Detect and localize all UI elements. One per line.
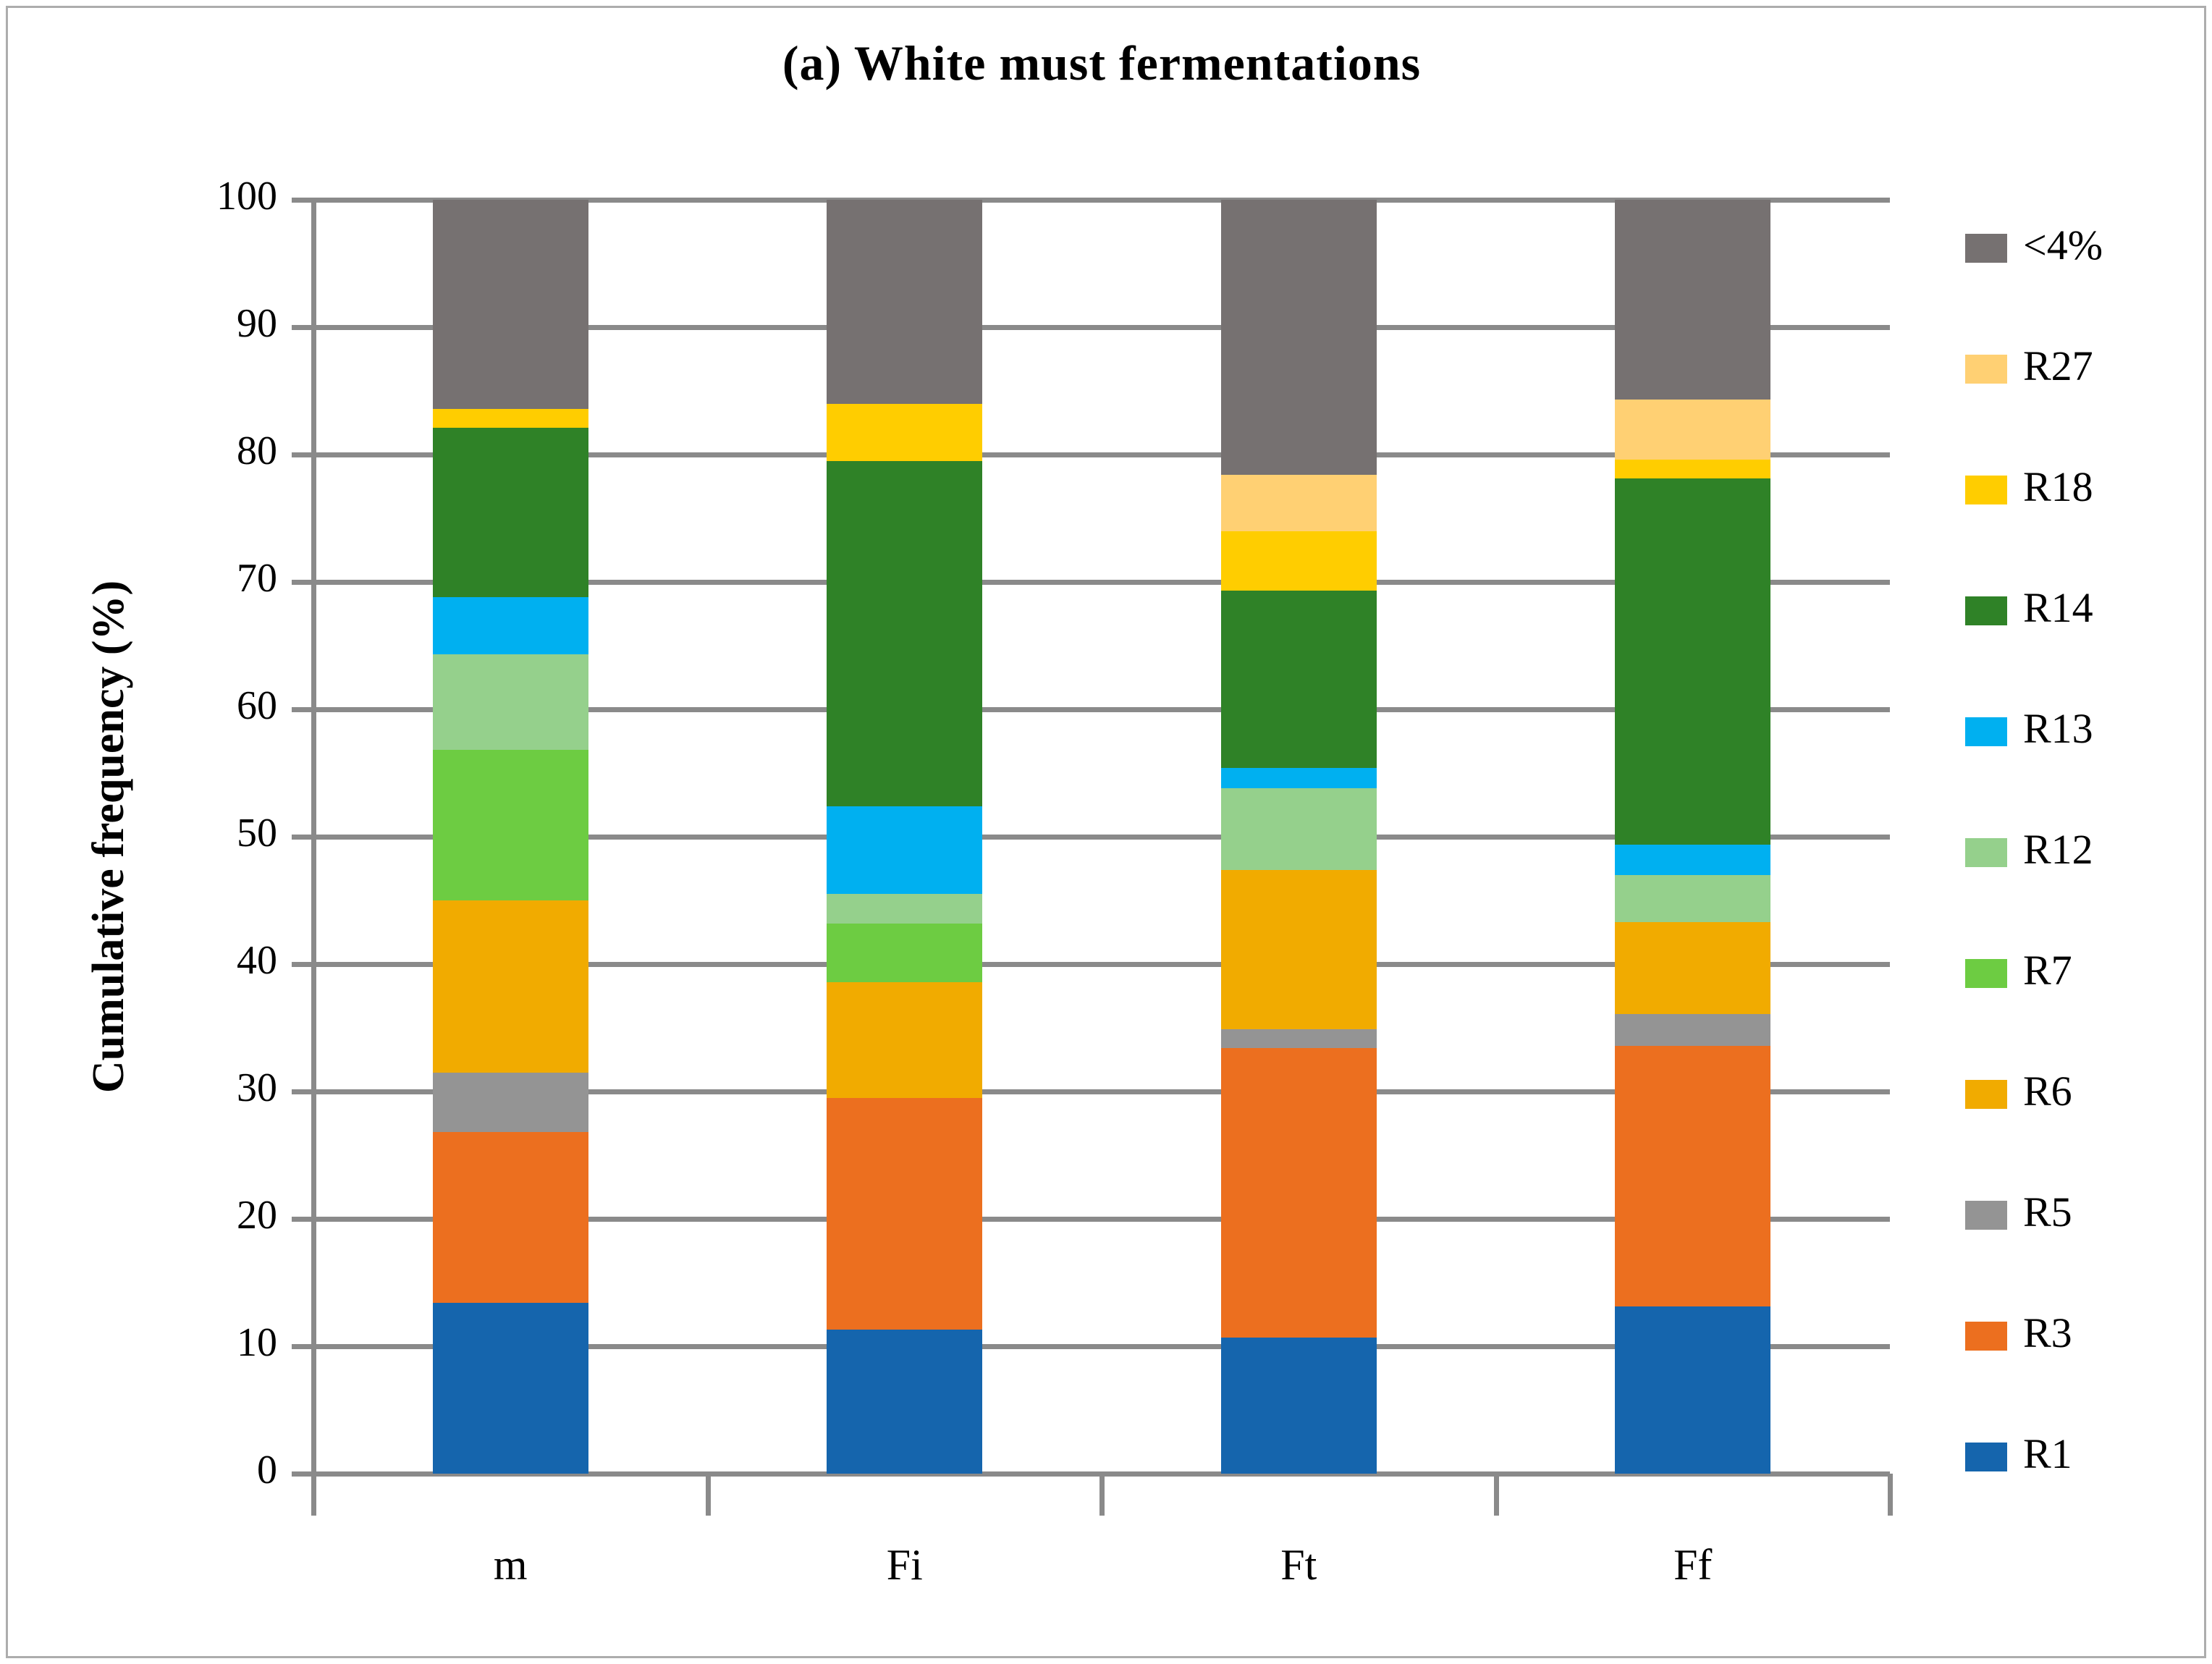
legend-label-R5: R5 — [2023, 1188, 2072, 1236]
gridline-30 — [292, 1089, 1890, 1094]
bar-segment-R14-Fi — [827, 460, 983, 806]
gridline-40 — [292, 962, 1890, 967]
y-tick-label-30: 30 — [237, 1065, 277, 1110]
bar-segment-R3-Fi — [827, 1097, 983, 1330]
legend-label-R3: R3 — [2023, 1309, 2072, 1356]
legend-swatch-R13 — [1965, 717, 2007, 746]
legend-label-R13: R13 — [2023, 705, 2093, 752]
bar-segment-R13-Ff — [1615, 844, 1771, 875]
legend-label-R6: R6 — [2023, 1068, 2072, 1115]
bar-segment-<4%-m — [432, 200, 588, 409]
legend-label-R14: R14 — [2023, 584, 2093, 631]
bar-segment-R5-Ff — [1615, 1013, 1771, 1046]
bar-segment-R18-Ft — [1220, 531, 1377, 591]
gridline-80 — [292, 452, 1890, 457]
bar-segment-R12-Ft — [1220, 788, 1377, 870]
bar-segment-R3-m — [432, 1132, 588, 1304]
legend-label-R27: R27 — [2023, 342, 2093, 389]
bar-segment-R18-m — [432, 408, 588, 428]
y-tick-label-100: 100 — [216, 174, 277, 219]
bar-segment-R1-Ft — [1220, 1337, 1377, 1474]
bar-segment-R3-Ff — [1615, 1045, 1771, 1307]
y-tick-label-10: 10 — [237, 1320, 277, 1365]
y-tick-label-60: 60 — [237, 683, 277, 728]
legend-swatch-<4% — [1965, 234, 2007, 263]
bar-segment-<4%-Fi — [827, 200, 983, 404]
legend-label-R1: R1 — [2023, 1430, 2072, 1477]
bar-segment-R1-Fi — [827, 1330, 983, 1474]
bar-segment-R7-m — [432, 750, 588, 900]
bar-segment-R27-Ft — [1220, 475, 1377, 531]
x-category-label-Ft: Ft — [1280, 1541, 1317, 1589]
legend-swatch-R12 — [1965, 838, 2007, 867]
bar-segment-R18-Ff — [1615, 460, 1771, 479]
gridline-70 — [292, 580, 1890, 585]
y-tick-label-50: 50 — [237, 811, 277, 856]
bar-segment-R5-Ft — [1220, 1029, 1377, 1049]
legend-swatch-R5 — [1965, 1201, 2007, 1230]
y-tick-label-40: 40 — [237, 938, 277, 983]
bar-segment-<4%-Ff — [1615, 200, 1771, 400]
gridline-60 — [292, 707, 1890, 712]
legend-label-<4%: <4% — [2023, 221, 2103, 269]
gridline-50 — [292, 835, 1890, 840]
legend-label-R12: R12 — [2023, 826, 2093, 873]
legend-swatch-R6 — [1965, 1080, 2007, 1109]
legend-label-R7: R7 — [2023, 947, 2072, 994]
bar-segment-R18-Fi — [827, 403, 983, 461]
bar-segment-R13-Fi — [827, 806, 983, 895]
y-tick-label-70: 70 — [237, 556, 277, 601]
bar-segment-R14-Ff — [1615, 478, 1771, 845]
bar-segment-R13-m — [432, 597, 588, 655]
x-axis-tick-2 — [1099, 1474, 1105, 1516]
bar-segment-R14-Ft — [1220, 591, 1377, 768]
y-axis-line — [311, 200, 316, 1481]
bar-segment-R6-Fi — [827, 981, 983, 1098]
y-tick-label-20: 20 — [237, 1193, 277, 1238]
bar-segment-R6-Ft — [1220, 869, 1377, 1029]
bar-segment-R12-Fi — [827, 894, 983, 924]
chart-title: (a) White must fermentations — [782, 35, 1422, 90]
x-category-label-Fi: Fi — [886, 1541, 923, 1589]
gridline-10 — [292, 1344, 1890, 1349]
bar-segment-R27-Ff — [1615, 400, 1771, 460]
legend-label-R18: R18 — [2023, 463, 2093, 510]
y-tick-label-80: 80 — [237, 428, 277, 473]
gridline-90 — [292, 325, 1890, 330]
x-category-label-Ff: Ff — [1673, 1541, 1713, 1589]
legend-swatch-R1 — [1965, 1443, 2007, 1471]
bar-segment-R3-Ft — [1220, 1048, 1377, 1338]
legend-swatch-R27 — [1965, 355, 2007, 384]
bar-segment-R6-m — [432, 900, 588, 1073]
y-tick-label-0: 0 — [257, 1448, 277, 1492]
bar-segment-<4%-Ft — [1220, 200, 1377, 476]
legend-swatch-R14 — [1965, 596, 2007, 625]
gridline-100 — [292, 198, 1890, 203]
gridline-0 — [292, 1471, 1890, 1477]
bar-segment-R14-m — [432, 428, 588, 598]
bar-segment-R1-m — [432, 1303, 588, 1474]
bar-segment-R5-m — [432, 1072, 588, 1133]
x-axis-tick-1 — [705, 1474, 711, 1516]
legend-swatch-R7 — [1965, 959, 2007, 988]
bar-segment-R1-Ff — [1615, 1306, 1771, 1474]
legend-swatch-R3 — [1965, 1322, 2007, 1351]
x-axis-tick-0 — [311, 1474, 316, 1516]
figure-border — [6, 6, 2206, 1658]
legend-swatch-R18 — [1965, 476, 2007, 504]
x-category-label-m: m — [493, 1541, 528, 1589]
bar-segment-R12-Ff — [1615, 874, 1771, 922]
gridline-20 — [292, 1217, 1890, 1222]
x-axis-tick-3 — [1493, 1474, 1499, 1516]
bar-segment-R6-Ff — [1615, 921, 1771, 1014]
bar-segment-R12-m — [432, 654, 588, 751]
x-axis-tick-4 — [1888, 1474, 1893, 1516]
bar-segment-R13-Ft — [1220, 767, 1377, 789]
y-tick-label-90: 90 — [237, 301, 277, 346]
bar-segment-R7-Fi — [827, 923, 983, 982]
